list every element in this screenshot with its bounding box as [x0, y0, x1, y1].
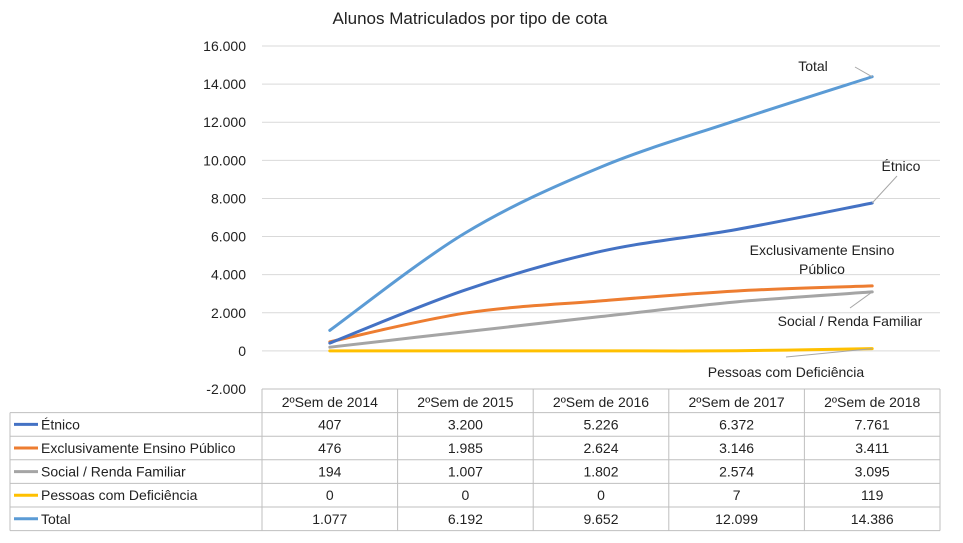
table-cell: 3.095: [855, 464, 890, 480]
table-cell: 6.192: [448, 511, 483, 527]
data-table: 2ºSem de 2014 2ºSem de 2015 2ºSem de 2016 2…: [9, 388, 941, 532]
table-cell: 1.802: [583, 464, 618, 480]
series-line-pessoas-com-deficiencia: [328, 347, 874, 353]
category-label: 2ºSem de 2016: [553, 394, 649, 410]
y-tick-label: 16.000: [203, 38, 246, 54]
series-end-label: Pessoas com Deficiência: [708, 364, 865, 380]
table-cell: 7.761: [855, 416, 890, 432]
category-label: 2ºSem de 2018: [824, 394, 920, 410]
series-end-labels: Étnico Exclusivamente Ensino Público Social…: [708, 58, 923, 380]
series-line-etnico: [328, 201, 874, 345]
table-cell: 3.200: [448, 416, 483, 432]
table-cell: 14.386: [851, 511, 894, 527]
y-tick-label: 2.000: [211, 305, 246, 321]
legend-entry: Exclusivamente Ensino Público: [41, 440, 236, 456]
table-cell: 407: [318, 416, 342, 432]
table-cell: 194: [318, 464, 342, 480]
table-cell: 12.099: [715, 511, 758, 527]
table-cell: 476: [318, 440, 342, 456]
y-tick-label: -2.000: [206, 381, 246, 397]
y-tick-label: 8.000: [211, 190, 246, 206]
series-line-total: [328, 75, 874, 332]
y-axis-tick-labels: 16.000 14.000 12.000 10.000 8.000 6.000 4.000 2…: [203, 38, 246, 397]
table-cell: 1.077: [312, 511, 347, 527]
series-end-label: Público: [799, 261, 845, 277]
y-tick-label: 10.000: [203, 152, 246, 168]
legend-entry: Social / Renda Familiar: [41, 464, 186, 480]
table-cell: 9.652: [583, 511, 618, 527]
table-cell: 0: [597, 487, 605, 503]
table-cell: 3.411: [855, 440, 889, 456]
chart-title: Alunos Matriculados por tipo de cota: [333, 9, 609, 28]
y-tick-label: 12.000: [203, 114, 246, 130]
category-label: 2ºSem de 2015: [417, 394, 513, 410]
table-cell: 2.624: [583, 440, 618, 456]
table-cell: 7: [733, 487, 741, 503]
series-line-exclusivamente-ensino-publico: [328, 284, 874, 344]
leader-line: [849, 291, 873, 309]
table-cell: 0: [326, 487, 334, 503]
table-cell: 1.007: [448, 464, 483, 480]
series-end-label: Exclusivamente Ensino: [750, 242, 895, 258]
y-tick-label: 4.000: [211, 267, 246, 283]
leader-line: [871, 175, 898, 204]
category-label: 2ºSem de 2014: [282, 394, 378, 410]
legend-entry: Pessoas com Deficiência: [41, 487, 198, 503]
series-line-social-renda-familiar: [328, 290, 874, 349]
leader-line: [785, 348, 873, 358]
y-tick-label: 6.000: [211, 229, 246, 245]
table-cell: 6.372: [719, 416, 754, 432]
legend-entry: Étnico: [41, 416, 80, 432]
y-tick-label: 14.000: [203, 76, 246, 92]
series-end-label: Étnico: [882, 158, 921, 174]
table-cell: 5.226: [583, 416, 618, 432]
leader-line: [854, 66, 873, 78]
series-end-label: Social / Renda Familiar: [778, 313, 923, 329]
table-cell: 0: [462, 487, 470, 503]
table-cell: 2.574: [719, 464, 754, 480]
legend-entry: Total: [41, 511, 71, 527]
series-end-label: Total: [798, 58, 828, 74]
table-cell: 119: [861, 487, 884, 503]
series-lines: [328, 75, 874, 353]
table-cell: 1.985: [448, 440, 483, 456]
table-cell: 3.146: [719, 440, 754, 456]
category-label: 2ºSem de 2017: [689, 394, 785, 410]
y-tick-label: 0: [238, 343, 246, 359]
